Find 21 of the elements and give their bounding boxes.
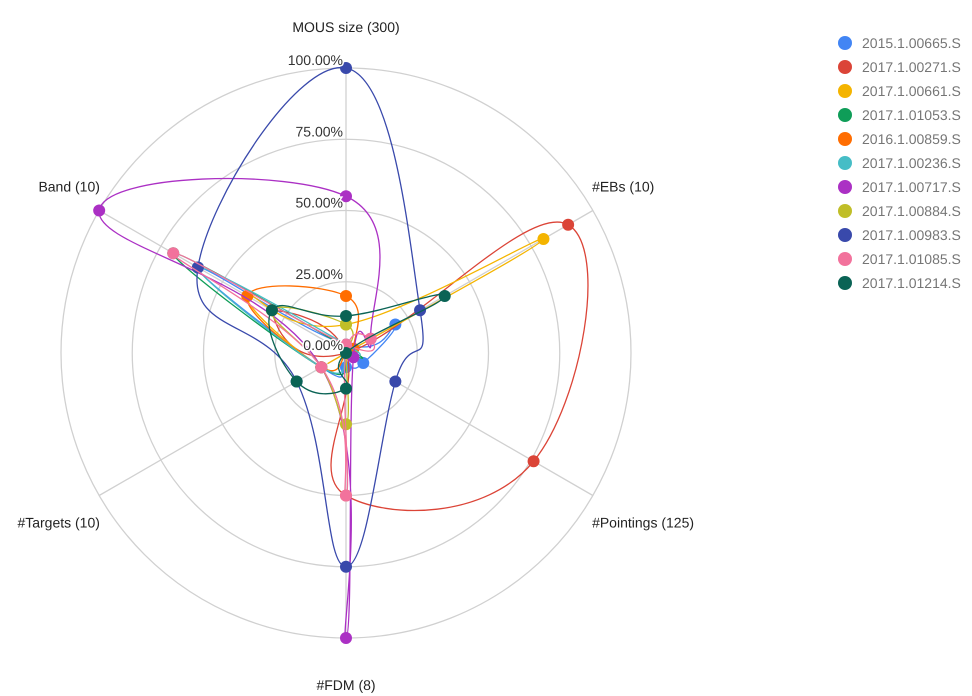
legend-label: 2016.1.00859.S — [862, 131, 961, 147]
spoke-label: #Targets (10) — [17, 514, 100, 530]
legend-label: 2017.1.01053.S — [862, 107, 961, 123]
legend-label: 2015.1.00665.S — [862, 35, 961, 51]
legend-label: 2017.1.00236.S — [862, 155, 961, 171]
y-tick-label: 50.00% — [296, 194, 343, 210]
spoke-label: MOUS size (300) — [292, 19, 400, 35]
spoke-label: Band (10) — [38, 178, 100, 194]
spoke-label: #Pointings (125) — [592, 514, 694, 530]
spoke-label: #FDM (8) — [316, 677, 376, 693]
y-tick-label: 75.00% — [296, 123, 343, 140]
legend-label: 2017.1.01085.S — [862, 251, 961, 267]
legend-label: 2017.1.00717.S — [862, 179, 961, 195]
legend-label: 2017.1.00271.S — [862, 59, 961, 75]
legend-label: 2017.1.00661.S — [862, 83, 961, 99]
legend-label: 2017.1.01214.S — [862, 275, 961, 291]
y-tick-label: 100.00% — [288, 52, 343, 68]
legend-label: 2017.1.00983.S — [862, 227, 961, 243]
y-tick-label: 25.00% — [296, 266, 343, 282]
legend-label: 2017.1.00884.S — [862, 203, 961, 219]
spoke-label: #EBs (10) — [592, 178, 654, 194]
